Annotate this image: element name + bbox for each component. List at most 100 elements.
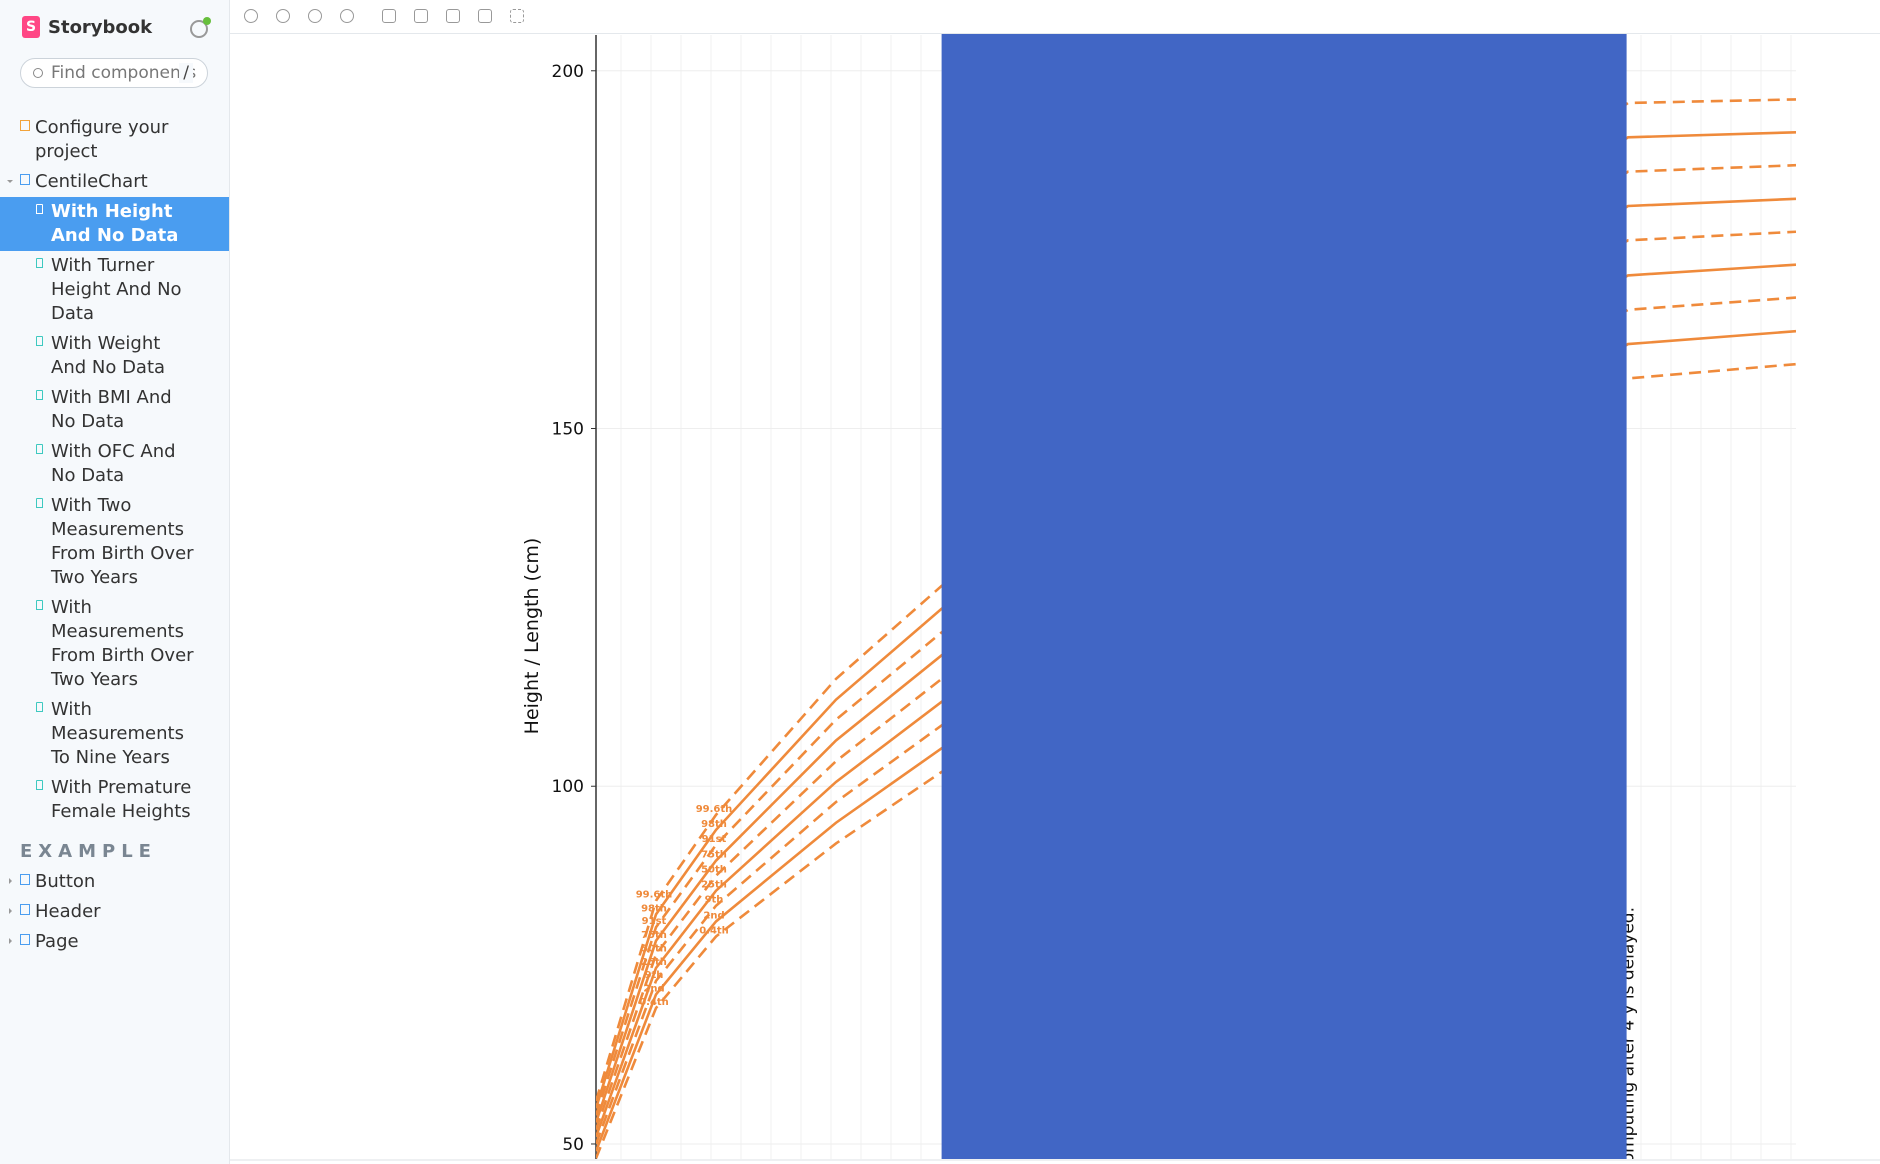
background-button[interactable] [382,9,396,23]
brand[interactable]: S Storybook [22,16,152,38]
caret [9,908,15,914]
centile-line [596,197,1796,1123]
icon [20,874,30,885]
grid-button[interactable] [414,9,428,23]
search-placeholder: Find components [51,63,197,83]
label: With Premature Female Heights [51,777,192,822]
centile-label: 91st [642,916,667,927]
y-tick-label: 150 [552,420,584,440]
component-item[interactable]: CentileChart [0,167,229,197]
icon [36,498,43,508]
label: With Weight And No Data [51,333,166,378]
centile-label: 98th [701,819,727,830]
label: Header [35,901,101,922]
centile-label: 75th [641,930,667,941]
story-item[interactable]: With Height And No Data [0,197,229,251]
centile-line [596,163,1796,1116]
icon [20,934,30,945]
centile-label: 25th [641,957,667,968]
centile-label: 0.4th [639,997,669,1008]
caret [9,878,15,884]
centile-label: 75th [701,850,727,861]
caret [9,938,15,944]
story-item[interactable]: With Turner Height And No Data [0,251,229,329]
centile-label: 0.4th [699,925,729,936]
label: CentileChart [35,171,148,192]
centile-line [596,131,1796,1109]
y-tick-label: 100 [552,777,584,797]
zoom-in-button[interactable] [276,9,290,23]
story-item[interactable]: With Measurements From Birth Over Two Ye… [0,593,229,695]
label: With OFC And No Data [51,441,176,486]
icon [36,702,43,712]
centile-line [596,263,1796,1138]
centile-line [596,230,1796,1131]
centile-label: 91st [702,834,727,845]
label: With BMI And No Data [51,387,172,432]
doc-item[interactable]: Configure your project [0,113,229,167]
label: With Two Measurements From Birth Over Tw… [51,495,194,588]
centile-label: 98th [641,903,667,914]
icon [36,204,43,214]
centile-line [596,362,1796,1159]
label: Configure your project [35,117,169,162]
outline-button[interactable] [510,9,524,23]
icon [20,174,30,185]
overlay-block [941,34,1627,1159]
plot: 99.6th 99.6th 98th 98th 91st 91st 75th 75th 50th… [596,98,1796,1159]
y-tick-label: 200 [552,62,584,82]
section-heading[interactable]: EXAMPLE [20,841,157,862]
centile-label: 50th [701,865,727,876]
icon [20,120,30,131]
search-box[interactable]: Find components / [20,58,208,88]
story-item[interactable]: With Premature Female Heights [0,773,229,827]
centile-label: 25th [701,880,727,891]
tree: Configure your project CentileChart With H… [0,113,229,957]
label: With Height And No Data [51,201,179,246]
icon [36,444,43,454]
centile-line [596,296,1796,1145]
icon [36,780,43,790]
zoom-reset-button[interactable] [340,9,354,23]
reload-button[interactable] [244,9,258,23]
centile-line [596,329,1796,1152]
y-tick-label: 50 [562,1135,584,1155]
story-item[interactable]: With Two Measurements From Birth Over Tw… [0,491,229,593]
story-item[interactable]: With Measurements To Nine Years [0,695,229,773]
search-shortcut: / [179,63,193,83]
zoom-out-button[interactable] [308,9,322,23]
viewport-button[interactable] [446,9,460,23]
y-axis-label: Height / Length (cm) [521,538,543,735]
icon [36,600,43,610]
story-item[interactable]: With OFC And No Data [0,437,229,491]
component-item[interactable]: Button [0,867,229,897]
story-item[interactable]: With Weight And No Data [0,329,229,383]
chart: Height / Length (cm) 5010015020099.6th99… [230,34,1880,1161]
label: With Measurements From Birth Over Two Ye… [51,597,194,690]
status-icon[interactable] [190,17,211,38]
centile-label: 9th [645,970,664,981]
component-item[interactable]: Page [0,927,229,957]
centile-label: 2nd [643,983,664,994]
centile-line [596,98,1796,1102]
centile-label: 2nd [703,910,724,921]
centile-label: 99.6th [696,804,733,815]
icon [20,904,30,915]
label: Page [35,931,79,952]
centile-label: 99.6th [636,890,673,901]
centile-label: 9th [705,895,724,906]
measure-button[interactable] [478,9,492,23]
caret [7,180,13,186]
logo: S [22,16,40,38]
icon [36,258,43,268]
toolbar [230,0,1880,34]
story-item[interactable]: With BMI And No Data [0,383,229,437]
sidebar: S Storybook Find components / Configure yo… [0,0,230,1164]
centile-label: 50th [641,943,667,954]
label: Button [35,871,96,892]
brand-name: Storybook [48,16,153,38]
component-item[interactable]: Header [0,897,229,927]
label: With Measurements To Nine Years [51,699,184,768]
icon [36,336,43,346]
